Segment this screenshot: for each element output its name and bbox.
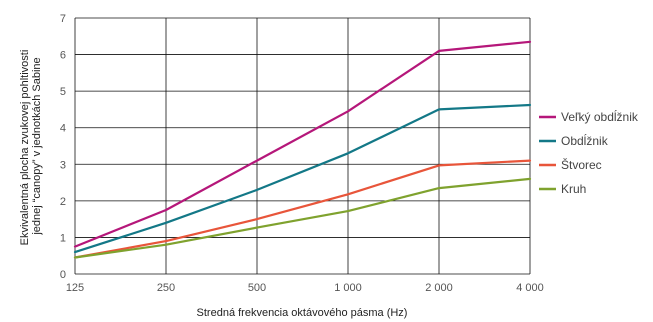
x-tick-label: 1 000 (334, 282, 362, 294)
y-tick-label: 2 (60, 196, 66, 208)
legend-label: Štvorec (561, 157, 602, 172)
y-axis-title-line-1: Ekvivalentná plocha zvukovej pohltivosti (19, 50, 31, 246)
legend-label: Kruh (561, 182, 586, 196)
legend: Veľký obdĺžnik Obdĺžnik Štvorec Kruh (539, 109, 639, 196)
series-line (73, 40, 532, 248)
series-line (73, 159, 532, 259)
y-tick-label: 4 (60, 123, 66, 135)
y-tick-label: 5 (60, 86, 66, 98)
legend-label: Veľký obdĺžnik (561, 109, 639, 124)
series-lines (73, 40, 532, 259)
y-tick-label: 6 (60, 50, 66, 62)
x-tick-label: 4 000 (516, 282, 544, 294)
x-tick-labels: 125 250 500 1 000 2 000 4 000 (66, 282, 544, 294)
y-axis-title-line-2: jednej “canopy” v jednotkách Sabine (31, 57, 43, 235)
grid (74, 17, 531, 275)
y-tick-label: 3 (60, 159, 66, 171)
x-tick-label: 2 000 (425, 282, 453, 294)
x-tick-label: 500 (248, 282, 266, 294)
legend-label: Obdĺžnik (561, 133, 609, 148)
y-axis-title: Ekvivalentná plocha zvukovej pohltivosti… (19, 47, 43, 246)
series-line (73, 103, 532, 254)
y-tick-label: 0 (60, 269, 66, 281)
x-axis-title: Stredná frekvencia oktávového pásma (Hz) (197, 307, 408, 319)
x-tick-label: 125 (66, 282, 84, 294)
series-line (73, 177, 532, 259)
x-tick-label: 250 (157, 282, 175, 294)
y-tick-labels: 0 1 2 3 4 5 6 7 (60, 13, 66, 281)
y-tick-label: 1 (60, 232, 66, 244)
y-tick-label: 7 (60, 13, 66, 25)
